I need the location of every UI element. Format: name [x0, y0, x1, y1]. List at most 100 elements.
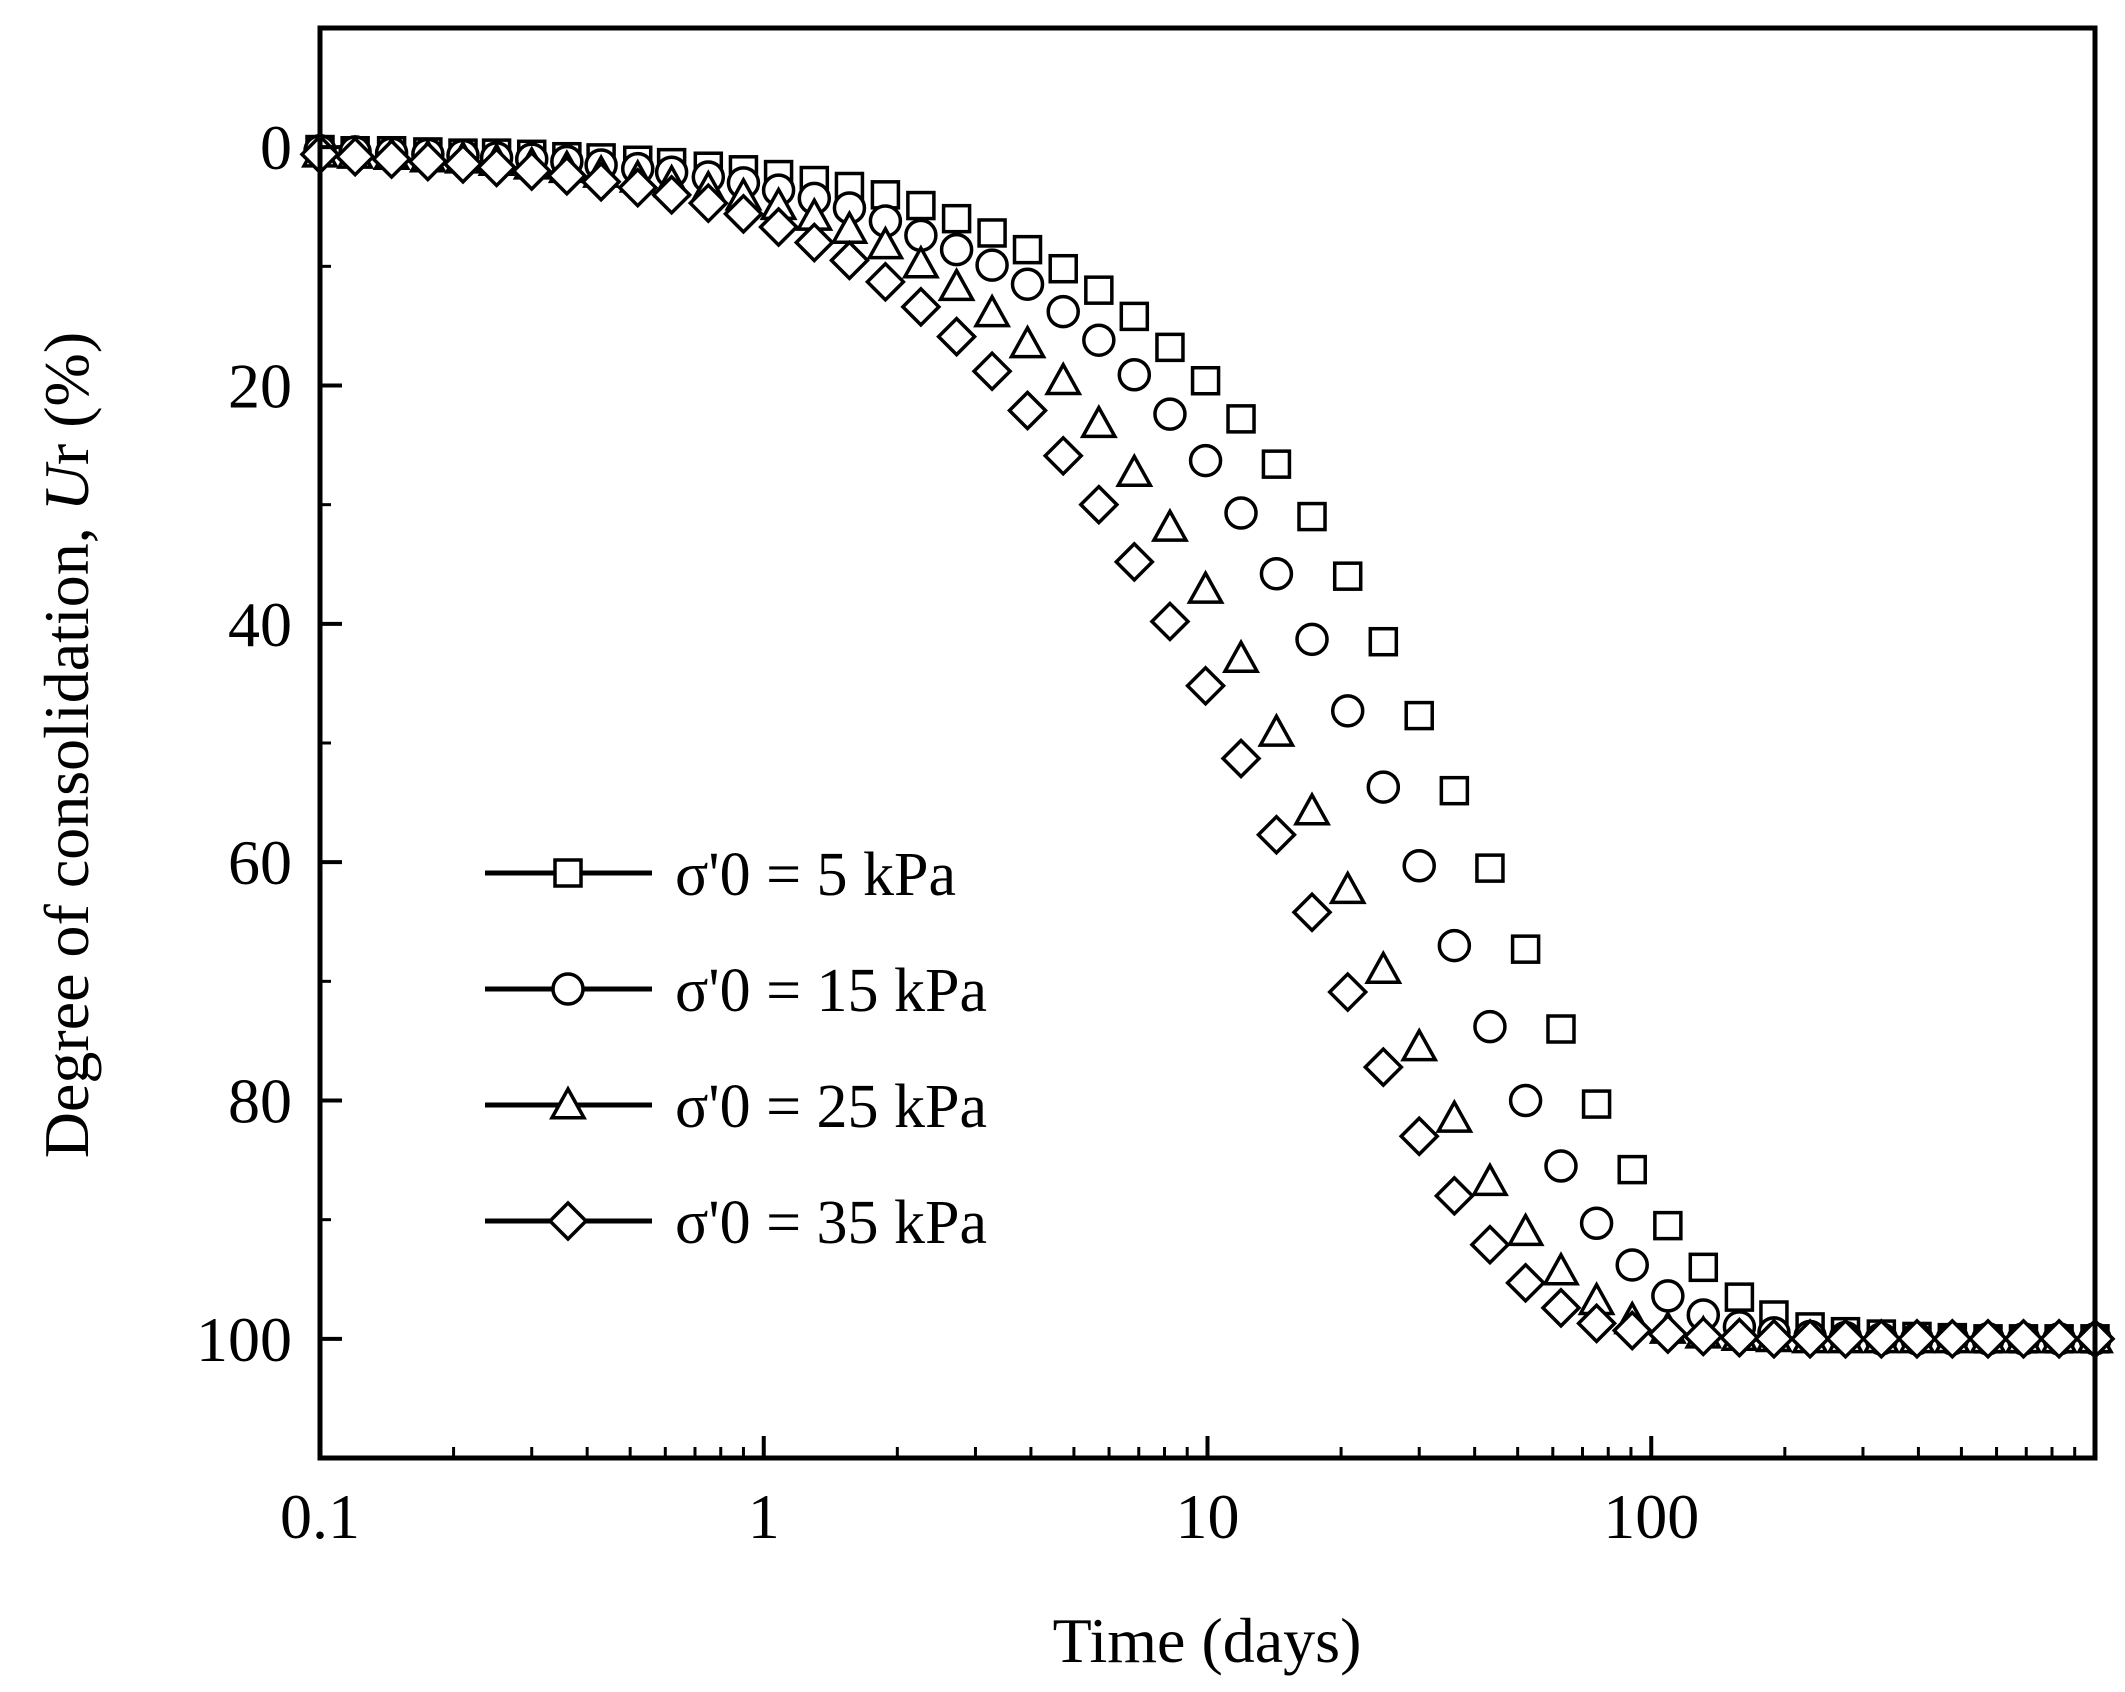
data-point-circle — [1437, 928, 1472, 963]
legend-item: σ'0 = 5 kPa — [485, 841, 956, 909]
data-point-triangle — [1293, 791, 1331, 826]
y-tick-label: 20 — [228, 351, 292, 422]
legend-marker-circle — [551, 972, 585, 1006]
x-tick-label: 0.1 — [280, 1481, 360, 1552]
legend-label: σ'0 = 15 kPa — [675, 957, 987, 1025]
data-point-circle — [1366, 770, 1401, 804]
data-point-circle — [1153, 397, 1187, 431]
data-point-circle — [1082, 323, 1116, 357]
data-point-diamond — [334, 136, 376, 178]
data-point-diamond — [2003, 1318, 2044, 1360]
data-point-triangle — [866, 225, 905, 260]
data-point-square — [941, 203, 972, 234]
data-point-diamond — [1825, 1318, 1866, 1360]
data-point-diamond — [1931, 1318, 1973, 1360]
plot-series — [299, 133, 2116, 1360]
data-point-diamond — [758, 206, 800, 248]
data-point-diamond — [442, 143, 484, 185]
data-point-circle — [1117, 358, 1152, 392]
data-point-diamond — [371, 138, 413, 180]
data-point-diamond — [407, 140, 449, 182]
legend-item: σ'0 = 35 kPa — [485, 1189, 987, 1257]
data-point-triangle — [937, 266, 976, 302]
data-point-triangle — [1328, 869, 1367, 905]
data-point-diamond — [1362, 1046, 1404, 1088]
data-point-diamond — [1007, 390, 1048, 431]
x-tick-label: 10 — [1176, 1481, 1240, 1552]
y-axis-title-prefix: Degree of consolidation, — [31, 511, 102, 1158]
data-point-circle — [1010, 267, 1045, 301]
data-point-circle — [939, 232, 974, 267]
x-tick-label: 100 — [1603, 1481, 1699, 1552]
data-point-diamond — [1113, 541, 1155, 583]
legend-marker-triangle — [549, 1085, 587, 1120]
data-point-triangle — [1257, 712, 1296, 747]
data-point-circle — [1651, 1279, 1685, 1313]
data-point-triangle — [1115, 452, 1154, 488]
data-point-diamond — [900, 286, 942, 328]
data-point-circle — [1473, 1009, 1507, 1044]
legend-label: σ'0 = 25 kPa — [675, 1073, 987, 1141]
data-point-triangle — [973, 293, 1012, 328]
data-point-square — [1332, 561, 1363, 591]
data-point-diamond — [936, 316, 978, 358]
data-point-diamond — [793, 222, 835, 263]
data-point-diamond — [476, 146, 518, 188]
data-point-triangle — [1435, 1098, 1474, 1133]
data-point-triangle — [1079, 404, 1118, 439]
data-point-diamond — [687, 182, 729, 224]
data-point-triangle — [1364, 949, 1403, 984]
data-point-square — [1012, 234, 1043, 265]
data-point-triangle — [1400, 1027, 1439, 1062]
legend-marker-square — [553, 858, 583, 888]
legend-label: σ'0 = 5 kPa — [675, 841, 956, 909]
data-point-triangle — [901, 244, 940, 279]
data-point-circle — [1615, 1248, 1649, 1282]
data-point-circle — [1259, 557, 1294, 591]
data-point-diamond — [617, 167, 659, 209]
y-axis-title: Degree of consolidation, Ur (%) — [31, 332, 102, 1158]
data-point-diamond — [1718, 1317, 1760, 1359]
series-circle — [303, 133, 2112, 1356]
data-point-circle — [1046, 294, 1080, 329]
data-point-diamond — [1185, 665, 1227, 707]
data-point-diamond — [1540, 1287, 1582, 1329]
legend-item: σ'0 = 15 kPa — [485, 957, 987, 1025]
data-point-triangle — [1150, 507, 1189, 542]
data-point-diamond — [546, 155, 588, 197]
data-point-square — [1653, 1210, 1683, 1241]
data-point-diamond — [1789, 1318, 1831, 1360]
data-point-circle — [975, 248, 1009, 282]
data-point-square — [1724, 1282, 1755, 1312]
y-axis-title-subscript: r — [31, 444, 102, 465]
series-square — [305, 134, 2110, 1354]
y-tick-label: 100 — [196, 1304, 292, 1375]
data-point-diamond — [1398, 1115, 1440, 1157]
data-point-square — [1048, 253, 1078, 284]
data-point-diamond — [511, 150, 553, 192]
data-point-diamond — [1682, 1315, 1724, 1357]
data-point-triangle — [1222, 638, 1260, 673]
data-point-square — [1368, 626, 1399, 657]
legend-item: σ'0 = 25 kPa — [485, 1073, 987, 1141]
data-point-diamond — [1611, 1310, 1653, 1351]
data-point-triangle — [1470, 1161, 1509, 1197]
legend-label: σ'0 = 35 kPa — [675, 1189, 987, 1257]
x-axis-title: Time (days) — [1053, 1605, 1362, 1676]
data-point-square — [906, 190, 936, 221]
y-tick-label: 60 — [228, 827, 292, 898]
legend-marker-diamond — [547, 1200, 589, 1242]
data-point-diamond — [1220, 738, 1262, 779]
data-point-square — [1226, 404, 1256, 434]
data-point-diamond — [1896, 1318, 1938, 1360]
data-point-circle — [1330, 694, 1365, 728]
data-point-square — [1404, 700, 1434, 731]
data-point-diamond — [651, 174, 693, 216]
data-point-diamond — [1149, 600, 1191, 642]
data-point-circle — [1508, 1083, 1543, 1118]
data-point-square — [1617, 1154, 1647, 1185]
data-point-triangle — [1008, 324, 1047, 359]
data-point-diamond — [1967, 1318, 2009, 1360]
data-point-triangle — [1506, 1211, 1545, 1247]
data-point-circle — [1579, 1206, 1614, 1240]
